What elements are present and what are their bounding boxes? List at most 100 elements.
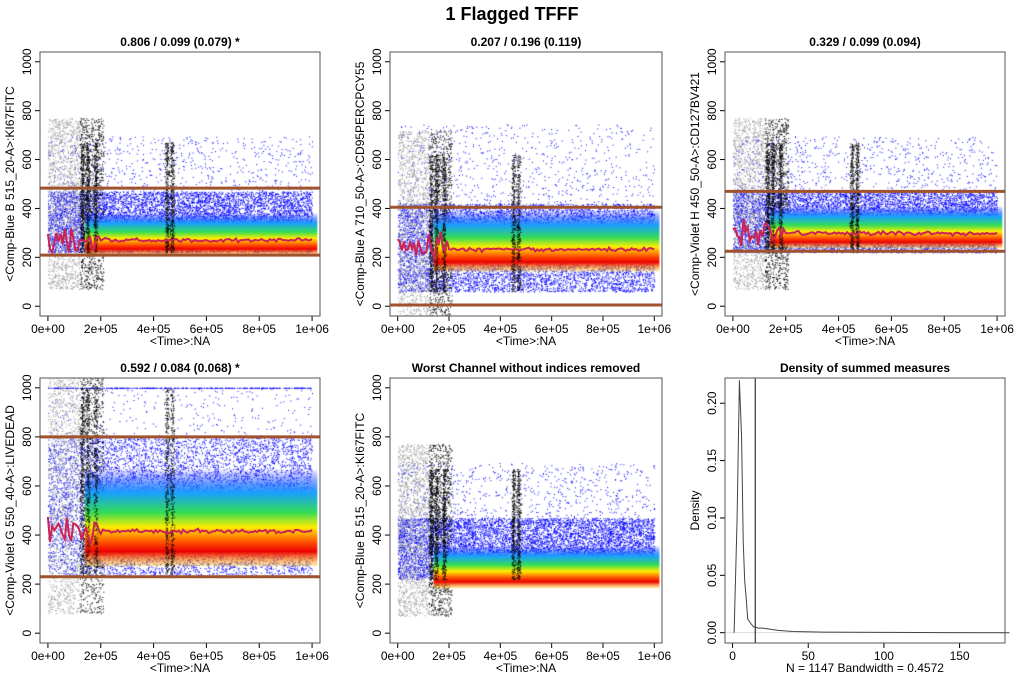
y-tick-label: 1000: [370, 374, 384, 401]
y-tick-label: 200: [20, 574, 34, 594]
y-tick-label: 0: [20, 303, 34, 310]
x-tick-label: 1e+06: [980, 322, 1014, 336]
y-tick-label: 600: [705, 149, 719, 169]
x-axis-label: <Time>:NA: [150, 334, 210, 348]
x-tick-label: 6e+05: [535, 322, 569, 336]
y-tick-label: 200: [20, 247, 34, 267]
panel-title: 0.806 / 0.099 (0.079) *: [120, 35, 240, 49]
x-tick-label: 0e+00: [716, 322, 750, 336]
y-tick-label: 1000: [20, 374, 34, 401]
y-axis-label: <Comp-Violet H 450_50-A>:CD127BV421: [688, 72, 702, 296]
panel-title: 0.592 / 0.084 (0.068) *: [120, 361, 240, 375]
y-tick-label: 1000: [20, 48, 34, 75]
x-tick-label: 8e+05: [586, 649, 620, 663]
plot-frame: [389, 377, 663, 644]
y-tick-label: 200: [370, 247, 384, 267]
panel-title: 0.207 / 0.196 (0.119): [471, 35, 582, 49]
y-axis-label: <Comp-Violet G 550_40-A>:LIVEDEAD: [3, 405, 17, 616]
y-tick-label: 400: [370, 198, 384, 218]
y-tick-label: 800: [370, 100, 384, 120]
x-tick-label: 4e+05: [483, 322, 517, 336]
x-tick-label: 2e+05: [84, 649, 118, 663]
plot-frame: [724, 377, 1006, 644]
y-tick-label: 600: [370, 476, 384, 496]
x-tick-label: 50: [802, 649, 816, 663]
plot-frame: [724, 51, 1006, 317]
median-line: [46, 228, 313, 255]
x-tick-label: 0e+00: [31, 649, 65, 663]
x-tick-label: 1e+06: [295, 649, 329, 663]
x-tick-label: 6e+05: [190, 649, 224, 663]
x-axis-label: N = 1147 Bandwidth = 0.4572: [786, 661, 944, 675]
y-tick-label: 0.00: [705, 621, 719, 645]
y-tick-label: 800: [20, 427, 34, 447]
y-tick-label: 800: [20, 100, 34, 120]
main-title: 1 Flagged TFFF: [445, 4, 579, 24]
panel-title: Worst Channel without indices removed: [412, 361, 640, 375]
x-tick-label: 2e+05: [84, 322, 118, 336]
x-tick-label: 0e+00: [31, 322, 65, 336]
y-tick-label: 600: [20, 476, 34, 496]
y-tick-label: 800: [705, 100, 719, 120]
x-tick-label: 4e+05: [483, 649, 517, 663]
y-axis-label: <Comp-Blue B 515_20-A>:KI67FITC: [3, 86, 17, 282]
panel-title: Density of summed measures: [780, 361, 950, 375]
y-tick-label: 0.15: [705, 449, 719, 473]
x-tick-label: 0: [729, 649, 736, 663]
y-tick-label: 600: [370, 149, 384, 169]
panel-title: 0.329 / 0.099 (0.094): [809, 35, 920, 49]
x-tick-label: 0e+00: [381, 322, 415, 336]
density-curve: [733, 380, 1010, 634]
median-line: [46, 516, 313, 548]
x-tick-label: 8e+05: [927, 322, 961, 336]
y-tick-label: 0: [370, 630, 384, 637]
y-tick-label: 0.20: [705, 391, 719, 415]
y-tick-label: 0.05: [705, 563, 719, 587]
x-tick-label: 6e+05: [190, 322, 224, 336]
x-axis-label: <Time>:NA: [496, 334, 556, 348]
plot-frame: [389, 51, 663, 317]
y-tick-label: 400: [370, 525, 384, 545]
y-tick-label: 800: [370, 427, 384, 447]
x-axis-label: <Time>:NA: [835, 334, 895, 348]
y-tick-label: 0: [20, 630, 34, 637]
y-tick-label: 0: [705, 303, 719, 310]
x-tick-label: 8e+05: [242, 322, 276, 336]
x-tick-label: 6e+05: [875, 322, 909, 336]
y-tick-label: 0: [370, 303, 384, 310]
x-tick-label: 8e+05: [242, 649, 276, 663]
x-tick-label: 4e+05: [137, 322, 171, 336]
y-axis-label: <Comp-Blue A 710_50-A>:CD95PERCPCY55: [353, 61, 367, 306]
y-tick-label: 200: [370, 574, 384, 594]
y-axis-label: Density: [688, 490, 702, 530]
median-line: [396, 231, 655, 261]
y-tick-label: 600: [20, 149, 34, 169]
x-tick-label: 100: [874, 649, 894, 663]
x-axis-label: <Time>:NA: [150, 661, 210, 675]
x-tick-label: 2e+05: [432, 649, 466, 663]
plot-frame: [39, 377, 321, 644]
y-tick-label: 0.10: [705, 506, 719, 530]
x-tick-label: 2e+05: [769, 322, 803, 336]
y-tick-label: 200: [705, 247, 719, 267]
x-tick-label: 2e+05: [432, 322, 466, 336]
x-tick-label: 1e+06: [637, 322, 671, 336]
x-tick-label: 1e+06: [295, 322, 329, 336]
x-tick-label: 8e+05: [586, 322, 620, 336]
x-tick-label: 0e+00: [381, 649, 415, 663]
median-line: [732, 218, 998, 246]
y-tick-label: 1000: [705, 48, 719, 75]
x-tick-label: 150: [950, 649, 970, 663]
x-tick-label: 6e+05: [535, 649, 569, 663]
x-tick-label: 1e+06: [637, 649, 671, 663]
y-tick-label: 400: [20, 525, 34, 545]
y-tick-label: 1000: [370, 48, 384, 75]
plot-frame: [39, 51, 321, 317]
y-tick-label: 400: [20, 198, 34, 218]
x-tick-label: 4e+05: [822, 322, 856, 336]
x-tick-label: 4e+05: [137, 649, 171, 663]
y-axis-label: <Comp-Blue B 515_20-A>:KI67FITC: [353, 412, 367, 608]
